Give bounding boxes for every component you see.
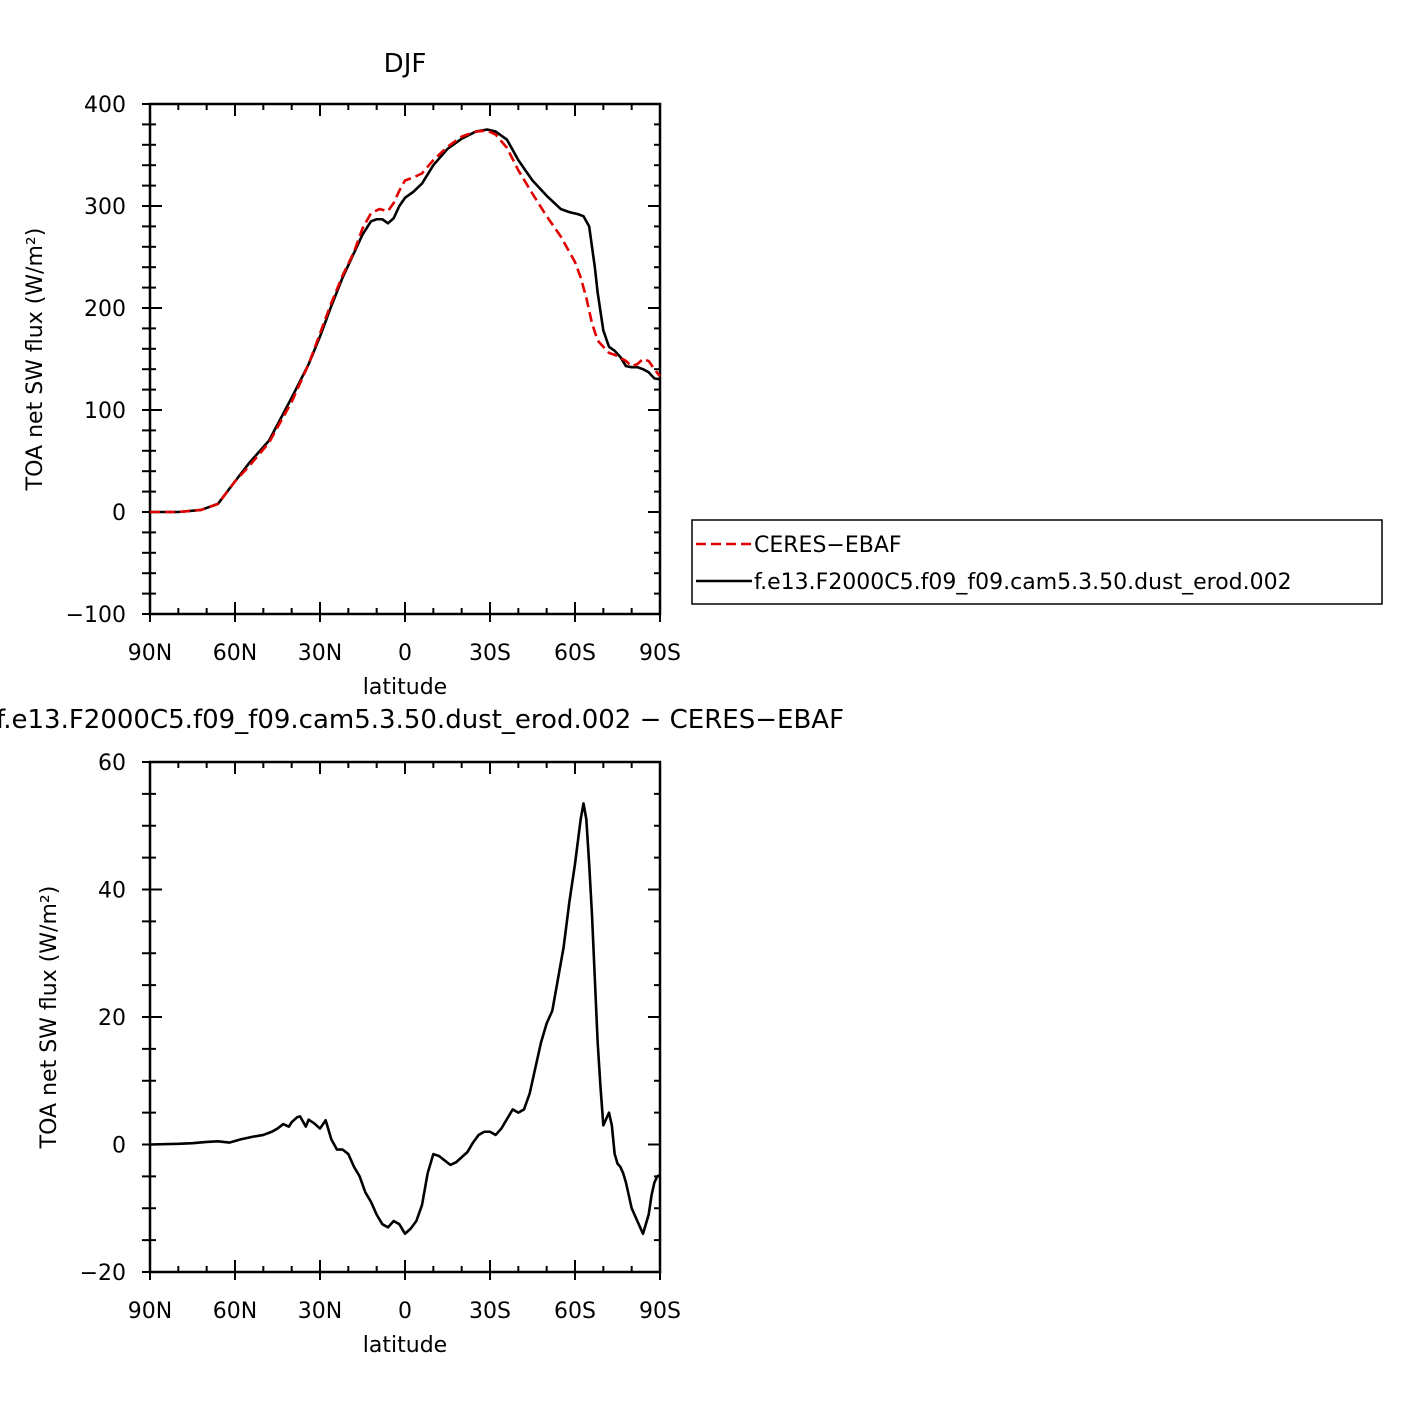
y-tick-label: 0 — [112, 501, 126, 526]
x-tick-label: 60S — [554, 641, 596, 666]
x-tick-label: 60N — [213, 641, 257, 666]
top-series-group — [150, 128, 662, 514]
x-tick-label: 30S — [469, 1299, 511, 1324]
y-tick-label: 100 — [84, 399, 126, 424]
top-chart-title: DJF — [384, 49, 427, 79]
x-tick-label: 0 — [398, 641, 412, 666]
legend-entry-model: f.e13.F2000C5.f09_f09.cam5.3.50.dust_ero… — [754, 570, 1292, 595]
bottom-chart-title: f.e13.F2000C5.f09_f09.cam5.3.50.dust_ero… — [0, 705, 844, 735]
x-tick-label: 60N — [213, 1299, 257, 1324]
y-tick-label: 300 — [84, 195, 126, 220]
x-tick-label: 30N — [298, 1299, 342, 1324]
x-tick-label: 90S — [639, 1299, 681, 1324]
bottom-plot-frame — [148, 760, 662, 1274]
x-tick-label: 30S — [469, 641, 511, 666]
x-tick-label: 90N — [128, 641, 172, 666]
y-tick-label: −20 — [80, 1261, 126, 1286]
top-x-axis-label: latitude — [363, 675, 447, 700]
y-tick-label: 0 — [112, 1134, 126, 1159]
series-line-0 — [150, 129, 662, 514]
bottom-y-axis-label: TOA net SW flux (W/m²) — [37, 886, 62, 1150]
bottom-series-group — [149, 802, 661, 1236]
y-tick-label: 40 — [98, 879, 126, 904]
top-ticks: 90N 60N 30N 0 30S 60S 90S −100 0 100 200 300 400 — [66, 93, 681, 666]
x-tick-label: 60S — [554, 1299, 596, 1324]
bottom-x-axis-label: latitude — [363, 1333, 447, 1358]
y-tick-label: 400 — [84, 93, 126, 118]
x-tick-label: 30N — [298, 641, 342, 666]
y-tick-label: −100 — [66, 603, 126, 628]
series-line-1 — [150, 128, 661, 514]
bottom-ticks: 90N 60N 30N 0 30S 60S 90S −20 0 20 40 60 — [80, 751, 681, 1324]
bottom-panel: f.e13.F2000C5.f09_f09.cam5.3.50.dust_ero… — [0, 705, 844, 1358]
legend-entry-ceres: CERES−EBAF — [754, 533, 902, 558]
y-tick-label: 20 — [98, 1006, 126, 1031]
top-panel: DJF 90N 60N 30N 0 30S 60S 90S −100 0 100 200 300 400… — [23, 49, 1383, 700]
y-tick-label: 60 — [98, 751, 126, 776]
top-y-axis-label: TOA net SW flux (W/m²) — [23, 228, 48, 492]
legend-box — [691, 519, 1383, 605]
x-tick-label: 90S — [639, 641, 681, 666]
series-line-0 — [149, 802, 661, 1236]
x-tick-label: 0 — [398, 1299, 412, 1324]
y-tick-label: 200 — [84, 297, 126, 322]
legend: CERES−EBAF f.e13.F2000C5.f09_f09.cam5.3.… — [691, 519, 1383, 605]
x-tick-label: 90N — [128, 1299, 172, 1324]
